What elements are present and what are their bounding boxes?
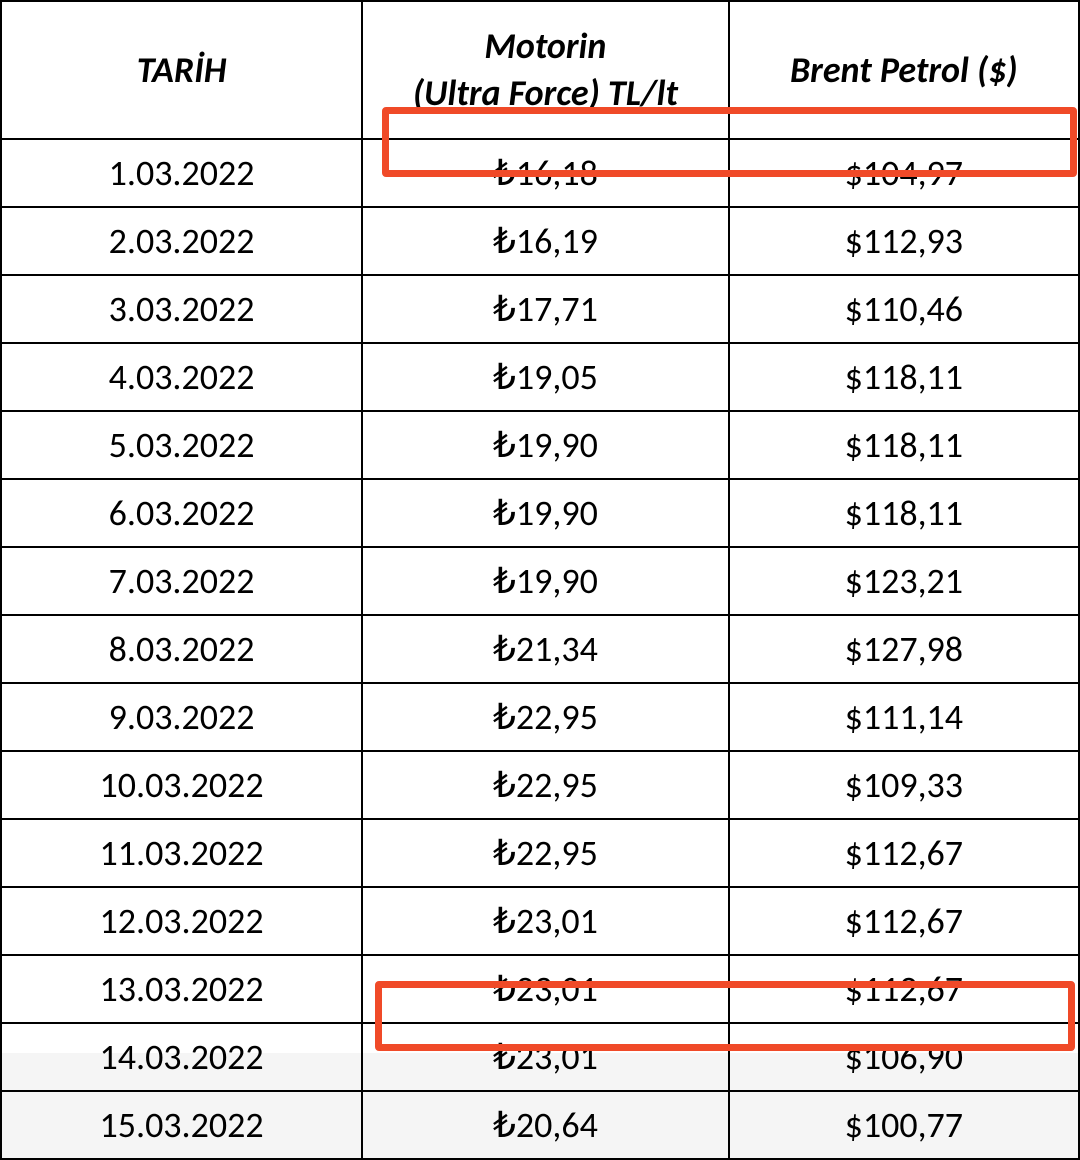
- cell-brent: $123,21: [729, 547, 1079, 615]
- header-tarih: TARİH: [1, 1, 362, 139]
- header-motorin-line1: Motorin: [484, 24, 606, 68]
- table-header-row: TARİH Motorin (Ultra Force) TL/lt Brent …: [1, 1, 1079, 139]
- cell-date: 11.03.2022: [1, 819, 362, 887]
- cell-date: 2.03.2022: [1, 207, 362, 275]
- header-brent: Brent Petrol ($): [729, 1, 1079, 139]
- table-row: 2.03.2022₺16,19$112,93: [1, 207, 1079, 275]
- cell-date: 13.03.2022: [1, 955, 362, 1023]
- cell-brent: $118,11: [729, 343, 1079, 411]
- cell-motorin: ₺22,95: [362, 683, 729, 751]
- cell-motorin: ₺19,90: [362, 411, 729, 479]
- cell-date: 10.03.2022: [1, 751, 362, 819]
- cell-date: 7.03.2022: [1, 547, 362, 615]
- cell-motorin: ₺19,90: [362, 479, 729, 547]
- cell-brent: $118,11: [729, 411, 1079, 479]
- cell-date: 4.03.2022: [1, 343, 362, 411]
- table-row: 8.03.2022₺21,34$127,98: [1, 615, 1079, 683]
- table-row: 6.03.2022₺19,90$118,11: [1, 479, 1079, 547]
- cell-date: 9.03.2022: [1, 683, 362, 751]
- cell-motorin: ₺17,71: [362, 275, 729, 343]
- cell-motorin: ₺22,95: [362, 819, 729, 887]
- cell-brent: $118,11: [729, 479, 1079, 547]
- cell-motorin: ₺21,34: [362, 615, 729, 683]
- cell-motorin: ₺23,01: [362, 887, 729, 955]
- table-row: 11.03.2022₺22,95$112,67: [1, 819, 1079, 887]
- table-row: 5.03.2022₺19,90$118,11: [1, 411, 1079, 479]
- cell-brent: $127,98: [729, 615, 1079, 683]
- cell-date: 5.03.2022: [1, 411, 362, 479]
- cell-motorin: ₺16,19: [362, 207, 729, 275]
- cell-date: 6.03.2022: [1, 479, 362, 547]
- cell-date: 8.03.2022: [1, 615, 362, 683]
- header-motorin: Motorin (Ultra Force) TL/lt: [362, 1, 729, 139]
- cell-motorin: ₺23,01: [362, 1023, 729, 1091]
- cell-date: 15.03.2022: [1, 1091, 362, 1159]
- table-row: 4.03.2022₺19,05$118,11: [1, 343, 1079, 411]
- table-row: 10.03.2022₺22,95$109,33: [1, 751, 1079, 819]
- cell-brent: $110,46: [729, 275, 1079, 343]
- cell-motorin: ₺19,05: [362, 343, 729, 411]
- cell-motorin: ₺22,95: [362, 751, 729, 819]
- table-row: 15.03.2022₺20,64$100,77: [1, 1091, 1079, 1159]
- cell-motorin: ₺19,90: [362, 547, 729, 615]
- cell-motorin: ₺20,64: [362, 1091, 729, 1159]
- price-table: TARİH Motorin (Ultra Force) TL/lt Brent …: [0, 0, 1080, 1160]
- header-motorin-line2: (Ultra Force) TL/lt: [413, 71, 678, 115]
- cell-brent: $109,33: [729, 751, 1079, 819]
- table-row: 13.03.2022₺23,01$112,67: [1, 955, 1079, 1023]
- table-row: 9.03.2022₺22,95$111,14: [1, 683, 1079, 751]
- cell-motorin: ₺23,01: [362, 955, 729, 1023]
- table-row: 1.03.2022₺16,18$104,97: [1, 139, 1079, 207]
- cell-brent: $104,97: [729, 139, 1079, 207]
- cell-date: 1.03.2022: [1, 139, 362, 207]
- table-row: 12.03.2022₺23,01$112,67: [1, 887, 1079, 955]
- cell-date: 14.03.2022: [1, 1023, 362, 1091]
- cell-date: 12.03.2022: [1, 887, 362, 955]
- cell-motorin: ₺16,18: [362, 139, 729, 207]
- table-row: 14.03.2022₺23,01$106,90: [1, 1023, 1079, 1091]
- cell-date: 3.03.2022: [1, 275, 362, 343]
- cell-brent: $106,90: [729, 1023, 1079, 1091]
- cell-brent: $112,67: [729, 819, 1079, 887]
- cell-brent: $112,67: [729, 955, 1079, 1023]
- table-row: 7.03.2022₺19,90$123,21: [1, 547, 1079, 615]
- cell-brent: $100,77: [729, 1091, 1079, 1159]
- cell-brent: $112,93: [729, 207, 1079, 275]
- table-row: 3.03.2022₺17,71$110,46: [1, 275, 1079, 343]
- cell-brent: $112,67: [729, 887, 1079, 955]
- table-body: 1.03.2022₺16,18$104,97 2.03.2022₺16,19$1…: [1, 139, 1079, 1159]
- cell-brent: $111,14: [729, 683, 1079, 751]
- price-table-wrapper: TARİH Motorin (Ultra Force) TL/lt Brent …: [0, 0, 1080, 1053]
